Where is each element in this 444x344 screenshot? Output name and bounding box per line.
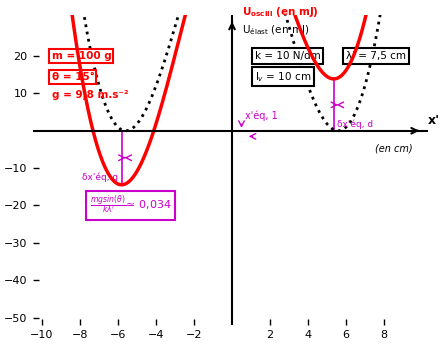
Text: δx'éq, d: δx'éq, d: [337, 120, 373, 129]
Text: (en cm): (en cm): [374, 144, 412, 154]
Text: k = 10 N/dm: k = 10 N/dm: [255, 51, 321, 61]
Text: U$_{\mathregular{élast}}$ (en mJ): U$_{\mathregular{élast}}$ (en mJ): [242, 23, 309, 37]
Text: θ = 15°: θ = 15°: [52, 72, 95, 82]
Text: m = 100 g: m = 100 g: [52, 51, 111, 61]
Text: U$_{\mathregular{oscill}}$ (en mJ): U$_{\mathregular{oscill}}$ (en mJ): [242, 5, 318, 19]
Text: λ' = 7,5 cm: λ' = 7,5 cm: [346, 51, 406, 61]
Text: l$_v$ = 10 cm: l$_v$ = 10 cm: [255, 70, 311, 84]
Text: $\frac{mgsin(\theta)}{k\lambda'}$≃ 0,034: $\frac{mgsin(\theta)}{k\lambda'}$≃ 0,034: [90, 194, 171, 217]
Text: δx'éq, g: δx'éq, g: [82, 173, 118, 182]
Text: g = 9,8 m.s⁻²: g = 9,8 m.s⁻²: [52, 90, 128, 100]
Text: x'éq, 1: x'éq, 1: [246, 111, 278, 121]
Text: x': x': [428, 114, 440, 127]
